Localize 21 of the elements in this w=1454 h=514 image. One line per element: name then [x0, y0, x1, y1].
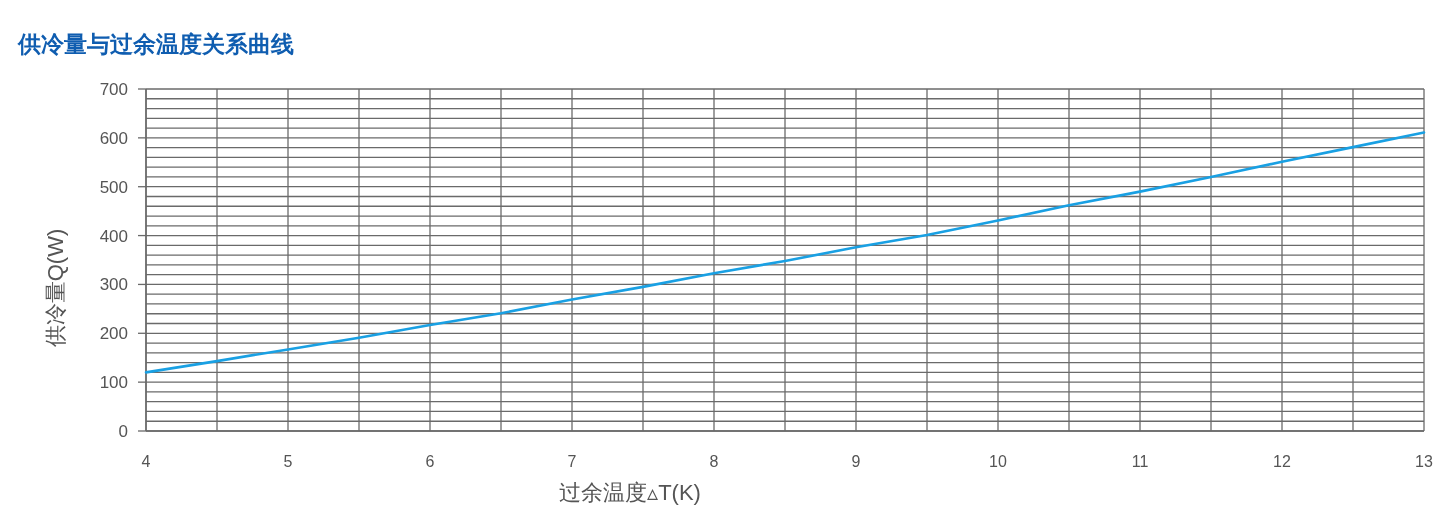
y-tick-label: 400 — [99, 226, 128, 246]
x-tick-label: 7 — [567, 453, 577, 470]
x-axis-title: 过余温度▵T(K) — [559, 480, 701, 505]
y-tick-label: 700 — [99, 80, 128, 99]
x-tick-label: 8 — [709, 453, 719, 470]
x-tick-label: 6 — [425, 453, 435, 470]
x-tick-label: 13 — [1415, 453, 1433, 470]
x-tick-label: 12 — [1273, 453, 1291, 470]
y-tick-label: 300 — [99, 275, 128, 295]
x-tick-label: 11 — [1131, 453, 1149, 470]
x-tick-label: 5 — [283, 453, 293, 470]
y-tick-label: 200 — [99, 324, 128, 344]
x-tick-label: 4 — [141, 453, 151, 470]
x-tick-label: 10 — [989, 453, 1007, 470]
y-tick-label: 500 — [99, 177, 128, 197]
y-axis-title: 供冷量Q(W) — [43, 228, 68, 348]
y-tick-label: 0 — [118, 422, 128, 441]
chart-title: 供冷量与过余温度关系曲线 — [17, 31, 294, 57]
y-tick-label: 100 — [99, 373, 128, 393]
y-tick-label: 600 — [99, 128, 128, 148]
x-tick-label: 9 — [851, 453, 861, 470]
